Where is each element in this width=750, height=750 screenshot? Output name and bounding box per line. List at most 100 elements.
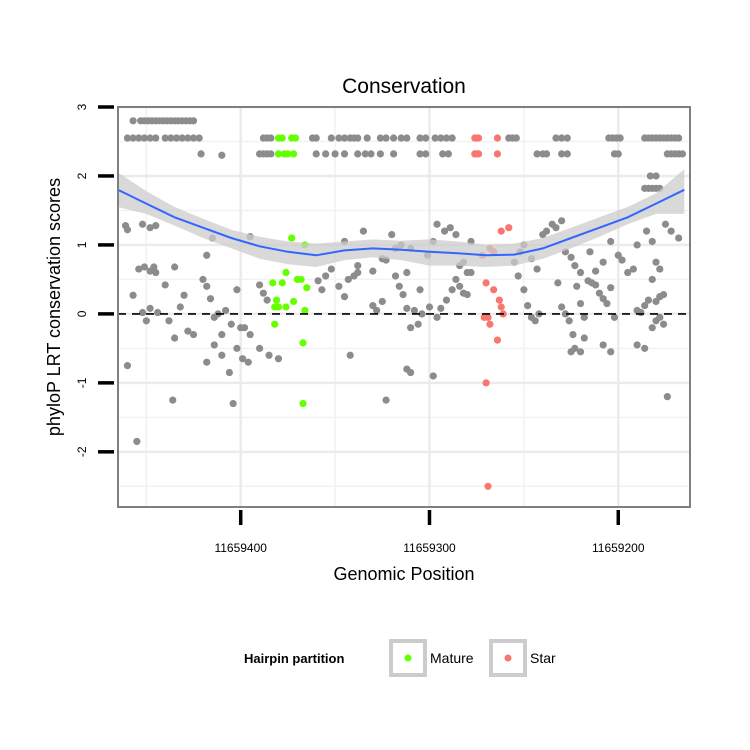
data-point [425,303,434,311]
data-point [675,134,683,142]
data-point [656,313,664,321]
data-point [154,308,162,317]
data-point [624,268,632,277]
data-point [199,275,207,284]
x-axis-title: Genomic Position [333,564,474,584]
data-point [346,351,354,359]
series-star [471,134,513,490]
data-point [123,134,132,142]
data-point [571,344,579,352]
data-point [218,351,226,359]
data-point [414,320,422,328]
data-point [259,289,267,297]
data-point [637,308,645,317]
x-tick-label: 11659400 [214,541,267,555]
data-point [678,150,687,158]
data-point [561,310,570,318]
data-point [403,304,411,312]
data-point [331,150,339,158]
y-tick-label: 0 [75,310,89,317]
data-point [558,134,566,142]
data-point [614,150,622,158]
plot-panel [117,105,690,507]
data-point [433,313,441,321]
data-point [437,304,445,312]
data-point [123,226,132,234]
data-point [493,134,502,142]
data-point [580,334,588,342]
data-point [641,344,649,352]
data-point [361,150,369,158]
data-point [146,134,154,142]
data-point [367,150,375,158]
data-point [227,320,235,328]
data-point [446,224,454,232]
x-tick-label: 11659200 [592,541,645,555]
data-point [195,134,203,142]
y-tick-label: -2 [75,446,89,457]
data-point [138,220,147,228]
data-point [416,134,424,142]
data-point [390,134,398,142]
data-point [373,306,381,315]
data-point [607,284,615,292]
data-point [169,396,177,404]
data-point [255,281,264,289]
data-point [218,330,226,339]
data-point [238,355,247,363]
data-point [607,348,615,356]
data-point [288,234,296,242]
data-point [429,372,437,380]
data-point [418,310,426,318]
data-point [493,336,502,344]
data-point [123,362,132,370]
data-point [152,134,160,142]
data-point [558,303,566,311]
data-point [129,117,137,125]
data-point [399,290,407,299]
data-point [456,282,464,290]
data-point [146,304,154,312]
data-point [675,234,683,242]
data-point [129,291,137,299]
data-point [289,150,298,158]
data-point [274,355,283,363]
data-point [444,150,452,158]
data-point [467,268,475,277]
y-axis: -2 -1 0 1 2 3 [75,103,114,457]
data-point [571,262,579,270]
data-point [267,150,275,158]
data-point [378,297,386,306]
data-point [592,281,600,289]
data-point [327,134,335,142]
data-point [422,134,430,142]
y-tick-label: 1 [75,241,89,248]
data-point [178,134,186,142]
data-point [474,150,483,158]
data-point [563,150,571,158]
data-point [135,265,143,273]
data-point [463,290,471,299]
data-point [301,306,309,315]
data-point [433,220,441,228]
data-point [410,306,418,315]
data-point [314,277,322,285]
data-point [554,279,562,287]
data-point [558,150,566,158]
data-point [505,224,513,232]
data-point [659,320,668,328]
data-point [565,317,573,325]
data-point [661,220,670,228]
data-point [354,268,362,277]
data-point [633,241,641,249]
plot-border [117,106,691,508]
data-point [648,324,656,332]
data-point [312,150,320,158]
data-point [482,279,490,287]
data-point [382,134,390,142]
data-point [335,282,343,290]
data-point [644,296,653,304]
data-point [573,282,581,290]
data-point [354,262,362,270]
